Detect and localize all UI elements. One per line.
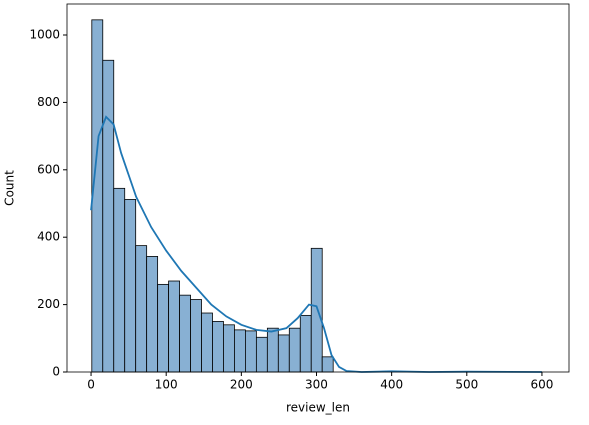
x-tick-label: 600	[530, 378, 553, 392]
bar	[190, 299, 202, 373]
bar	[277, 334, 290, 373]
bar	[288, 327, 301, 373]
bar	[157, 283, 170, 373]
bar	[113, 187, 126, 373]
bar	[124, 199, 137, 373]
y-tick-label: 0	[52, 365, 60, 379]
bar	[266, 327, 279, 373]
bar	[168, 280, 180, 373]
bar	[146, 256, 159, 373]
kde-line	[90, 115, 542, 373]
bar	[321, 356, 334, 373]
bar	[310, 247, 323, 373]
bar	[299, 314, 312, 373]
bar	[223, 324, 235, 373]
x-axis-label: review_len	[286, 401, 350, 415]
bar	[234, 329, 246, 373]
y-tick-label: 600	[37, 162, 60, 176]
bar	[102, 59, 115, 373]
x-tick-label: 200	[230, 378, 253, 392]
x-tick-label: 500	[455, 378, 478, 392]
bar	[179, 294, 191, 373]
bar	[212, 321, 224, 373]
x-tick-label: 0	[87, 378, 95, 392]
y-tick-label: 800	[37, 95, 60, 109]
y-tick-label: 1000	[29, 28, 60, 42]
bar	[91, 19, 104, 373]
bar	[201, 312, 213, 373]
bar	[135, 245, 148, 373]
y-tick-label: 200	[37, 297, 60, 311]
bar	[245, 330, 257, 373]
plot-frame	[66, 3, 570, 373]
x-tick-label: 300	[305, 378, 328, 392]
y-axis-label: Count	[3, 170, 17, 206]
y-tick-label: 400	[37, 230, 60, 244]
x-tick-label: 400	[380, 378, 403, 392]
bar	[255, 336, 268, 373]
x-tick-label: 100	[155, 378, 178, 392]
